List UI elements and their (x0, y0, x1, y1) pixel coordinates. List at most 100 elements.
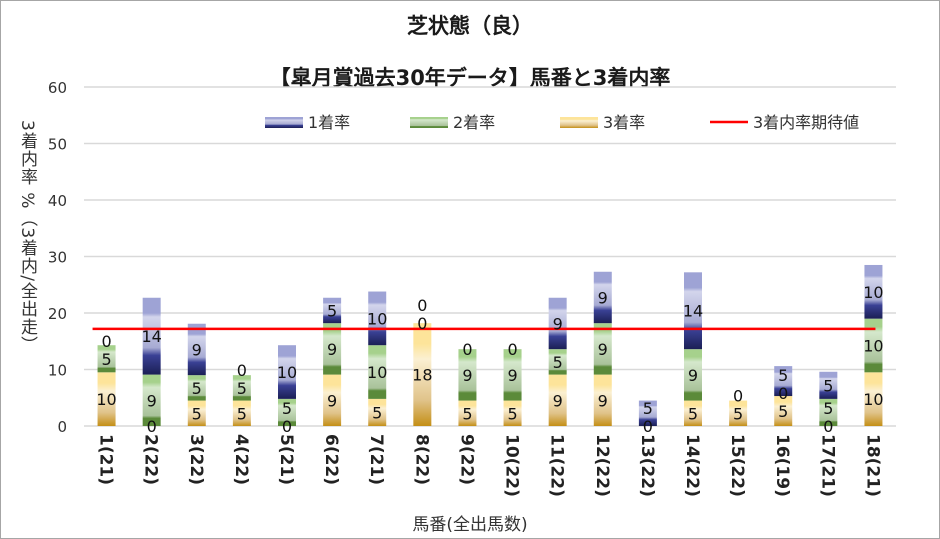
bar-segment-1st (774, 366, 793, 397)
data-label: 5 (733, 404, 743, 423)
data-label: 10 (863, 336, 883, 355)
data-label: 5 (462, 404, 472, 423)
x-tick-label: 7(21) (366, 434, 386, 485)
bar-segment-3rd (548, 374, 567, 426)
x-tick-label: 8(22) (411, 434, 431, 485)
data-label: 9 (553, 391, 563, 410)
x-tick-label: 2(22) (141, 434, 161, 485)
bar-segment-2nd (142, 374, 161, 426)
data-label: 5 (237, 379, 247, 398)
bar-segment-1st (323, 297, 342, 324)
x-tick-label: 3(22) (186, 434, 206, 485)
bar-segment-1st (864, 264, 883, 319)
y-axis-label: 3着内率 %（3着内/全出走） (17, 120, 37, 354)
data-label: 10 (367, 363, 387, 382)
x-axis-label: 馬番(全出馬数) (412, 515, 528, 535)
data-label: 10 (863, 390, 883, 409)
bar-segment-2nd (278, 398, 296, 426)
bar-segment-1st (368, 291, 387, 346)
bar-segment-1st (548, 297, 567, 350)
data-label: 0 (507, 340, 517, 359)
x-tick-label: 4(22) (231, 434, 251, 485)
bar-segment-1st (819, 371, 838, 399)
data-label: 5 (237, 404, 247, 423)
data-label: 9 (462, 366, 472, 385)
data-label: 0 (147, 417, 157, 436)
data-label: 9 (688, 366, 698, 385)
y-tick-label: 30 (48, 249, 67, 267)
x-tick-label: 17(21) (817, 434, 837, 497)
bar-segment-3rd (684, 400, 702, 426)
data-label: 5 (778, 402, 788, 421)
bar-segment-3rd (413, 323, 432, 426)
x-tick-label: 12(22) (592, 434, 612, 497)
x-tick-label: 18(21) (862, 434, 882, 497)
chart-title: 芝状態（良） (407, 14, 533, 38)
data-label: 10 (367, 309, 387, 328)
bar-segment-1st (278, 345, 296, 399)
bar-segment-2nd (593, 323, 612, 375)
bar-segment-1st (142, 297, 161, 375)
data-label: 9 (598, 340, 608, 359)
x-tick-label: 1(21) (96, 434, 116, 485)
chart-subtitle: 【皐月賞過去30年データ】馬番と3着内率 (269, 66, 671, 90)
data-label: 5 (643, 399, 653, 418)
bar-segment-3rd (458, 400, 477, 426)
legend-swatch (265, 117, 303, 128)
data-label: 14 (141, 327, 161, 346)
data-label: 5 (372, 403, 382, 422)
y-tick-label: 10 (48, 362, 67, 380)
bar-segment-3rd (503, 400, 522, 426)
bar-segment-3rd (368, 398, 387, 426)
data-label: 9 (327, 340, 337, 359)
bar-segment-1st (187, 323, 206, 376)
bar-segment-2nd (323, 323, 342, 375)
data-label: 0 (643, 417, 653, 436)
y-tick-label: 50 (48, 136, 67, 154)
data-label: 18 (412, 366, 432, 385)
bar-segment-2nd (232, 375, 251, 401)
data-label: 9 (553, 314, 563, 333)
bar-segment-2nd (187, 375, 206, 401)
bar-segment-2nd (819, 398, 838, 426)
legend-label: 3着率 (603, 113, 645, 132)
data-label: 0 (733, 386, 743, 405)
data-label: 0 (237, 361, 247, 380)
legend-label: 1着率 (308, 113, 350, 132)
data-label: 0 (417, 296, 427, 315)
y-tick-label: 60 (48, 79, 67, 97)
bar-segment-2nd (864, 318, 883, 373)
bar-segment-3rd (187, 400, 206, 426)
x-tick-label: 10(22) (502, 434, 522, 497)
bar-segment-2nd (684, 349, 702, 401)
bar-segment-3rd (97, 372, 116, 426)
bar-segment-2nd (548, 349, 567, 375)
data-label: 0 (462, 340, 472, 359)
x-tick-label: 16(19) (772, 434, 792, 497)
data-label: 14 (683, 302, 703, 321)
bar-segment-3rd (323, 374, 342, 426)
data-label: 5 (823, 376, 833, 395)
bar-segment-3rd (864, 372, 883, 426)
bar-segment-2nd (97, 345, 116, 373)
legend-label: 3着内率期待値 (753, 113, 859, 132)
y-tick-label: 40 (48, 192, 67, 210)
data-label: 9 (598, 391, 608, 410)
y-tick-label: 0 (57, 418, 67, 436)
bar-segment-2nd (458, 349, 477, 401)
bar-segment-3rd (232, 400, 251, 426)
data-label: 5 (327, 301, 337, 320)
x-tick-label: 5(21) (276, 434, 296, 485)
data-label: 5 (823, 399, 833, 418)
data-label: 9 (507, 366, 517, 385)
bar-segment-3rd (774, 396, 793, 426)
data-label: 5 (192, 379, 202, 398)
data-label: 10 (277, 363, 297, 382)
data-label: 5 (507, 404, 517, 423)
data-label: 5 (192, 404, 202, 423)
data-label: 0 (101, 332, 111, 351)
x-tick-label: 15(22) (727, 434, 747, 497)
bar-segment-2nd (368, 345, 387, 399)
